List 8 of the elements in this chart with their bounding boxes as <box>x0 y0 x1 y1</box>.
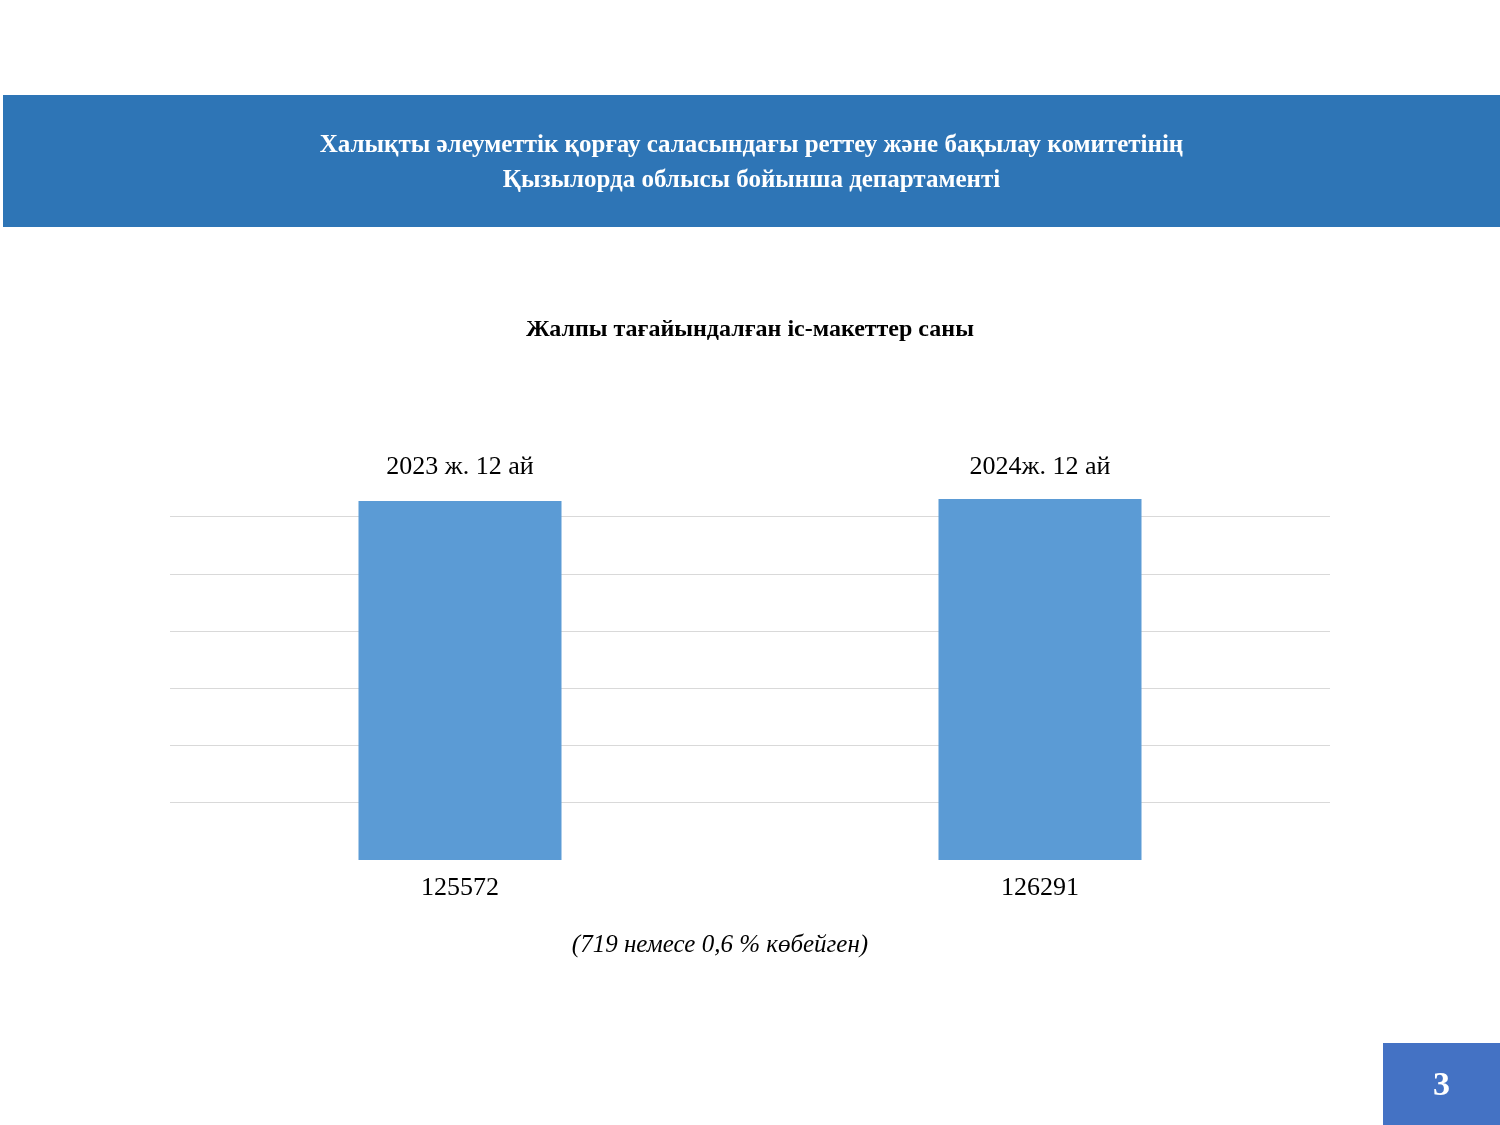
chart-subtitle: Жалпы тағайындалған іс-макеттер саны <box>525 315 975 342</box>
data-label: 126291 <box>1001 872 1079 901</box>
text: 3 <box>1383 1043 1500 1125</box>
x-tick-label: 2023 ж. 12 ай <box>386 450 534 480</box>
text: (719 немесе 0,6 % көбейген) <box>570 930 870 958</box>
data-label: 125572 <box>421 872 499 901</box>
chart-title: Халықты әлеуметтік қорғау саласындағы реттеу және бақылау комитетінің Қызылорда облысы бойынша департаменті <box>3 95 1500 227</box>
x-tick-label: 2024ж. 12 ай <box>969 450 1111 480</box>
